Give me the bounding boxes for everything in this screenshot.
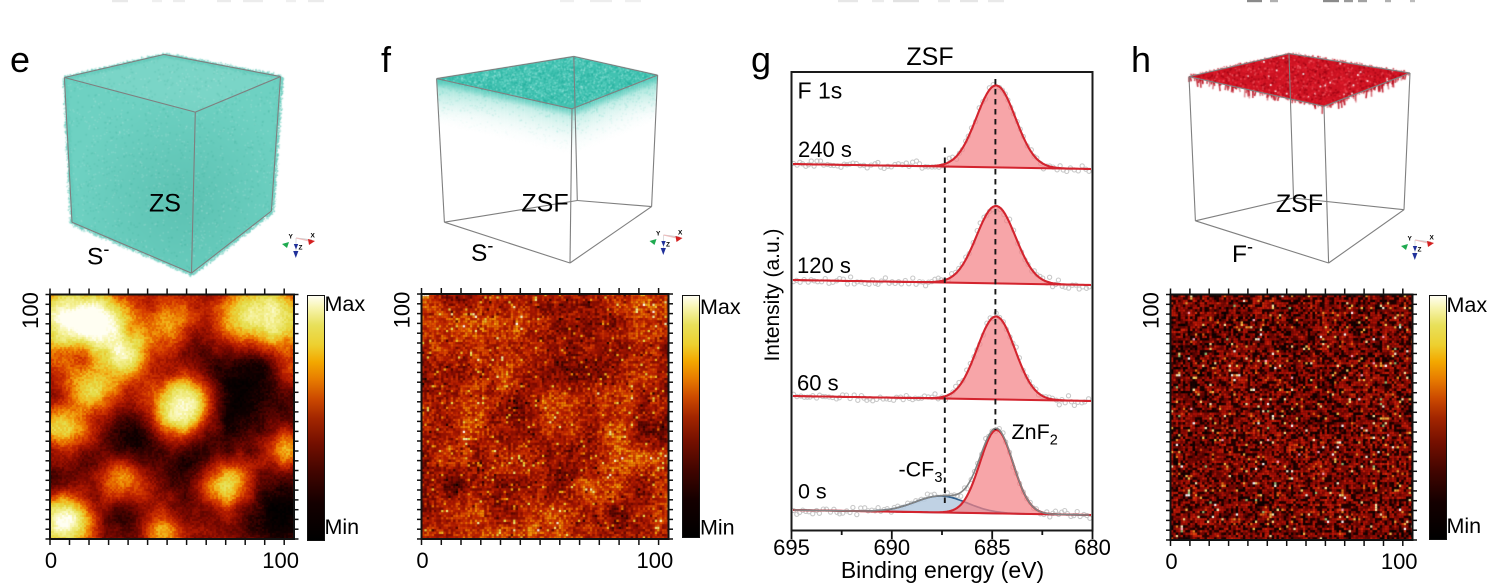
svg-text:Min: Min — [1447, 514, 1482, 538]
svg-text:X: X — [678, 230, 683, 237]
svg-text:Z: Z — [1418, 247, 1422, 254]
svg-text:100: 100 — [390, 292, 415, 329]
svg-text:0: 0 — [1165, 549, 1177, 574]
svg-text:ZSF: ZSF — [521, 190, 568, 218]
svg-text:f: f — [381, 39, 392, 80]
svg-text:S-: S- — [471, 236, 493, 268]
svg-text:S-: S- — [87, 239, 109, 271]
svg-text:-CF3: -CF3 — [899, 457, 943, 486]
svg-text:Min: Min — [700, 516, 735, 540]
svg-text:Z: Z — [299, 245, 303, 252]
svg-text:685: 685 — [974, 535, 1011, 560]
svg-text:100: 100 — [262, 548, 299, 573]
svg-text:g: g — [751, 39, 771, 80]
svg-text:Y: Y — [656, 231, 661, 238]
svg-text:F 1s: F 1s — [798, 78, 843, 104]
svg-text:Z: Z — [666, 242, 670, 249]
svg-text:Y: Y — [289, 234, 294, 241]
svg-text:100: 100 — [1139, 292, 1164, 329]
svg-text:ZS: ZS — [149, 190, 181, 218]
svg-text:X: X — [311, 233, 316, 240]
svg-text:100: 100 — [1381, 549, 1418, 574]
svg-text:100: 100 — [18, 292, 43, 329]
svg-text:Max: Max — [325, 292, 366, 316]
svg-text:100: 100 — [637, 548, 674, 573]
svg-text:X: X — [1430, 235, 1435, 242]
svg-text:Min: Min — [325, 515, 360, 539]
svg-text:Max: Max — [1447, 293, 1488, 317]
svg-text:ZnF2: ZnF2 — [1012, 420, 1058, 449]
svg-text:Intensity (a.u.): Intensity (a.u.) — [761, 228, 784, 361]
svg-text:680: 680 — [1074, 535, 1111, 560]
svg-text:0 s: 0 s — [798, 479, 827, 503]
svg-text:0: 0 — [45, 548, 57, 573]
svg-text:ZSF: ZSF — [906, 43, 953, 71]
svg-text:Y: Y — [1408, 236, 1413, 243]
svg-text:Max: Max — [700, 295, 741, 319]
svg-text:120 s: 120 s — [797, 253, 851, 278]
svg-text:690: 690 — [873, 535, 910, 560]
svg-text:F-: F- — [1232, 237, 1253, 269]
svg-text:h: h — [1131, 39, 1151, 80]
svg-text:240 s: 240 s — [798, 137, 852, 162]
svg-text:e: e — [10, 39, 30, 80]
svg-text:Binding energy (eV): Binding energy (eV) — [841, 557, 1044, 583]
svg-text:60 s: 60 s — [797, 371, 839, 396]
svg-text:0: 0 — [416, 548, 428, 573]
svg-text:695: 695 — [773, 535, 810, 560]
svg-text:ZSF: ZSF — [1276, 190, 1323, 218]
